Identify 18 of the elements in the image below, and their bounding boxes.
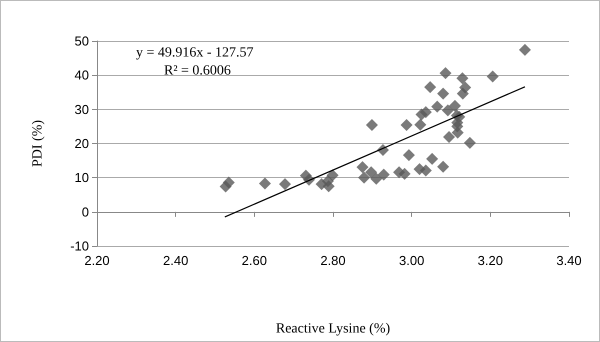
x-tick-label: 3.00 (399, 253, 424, 268)
y-tick-label: 0 (82, 204, 89, 220)
x-axis-title: Reactive Lysine (%) (276, 322, 390, 336)
annotation: R² = 0.6006 (164, 64, 231, 78)
x-tick-label: 3.40 (556, 253, 582, 268)
x-tick-label: 2.40 (163, 253, 188, 268)
y-tick-label: 50 (74, 34, 89, 48)
y-tick-label: -10 (70, 238, 89, 254)
y-tick-label: 30 (74, 102, 89, 117)
annotation: y = 49.916x - 127.57 (136, 46, 254, 60)
y-tick-label: 20 (74, 136, 89, 151)
x-tick-label: 2.80 (320, 253, 346, 268)
x-tick-label: 2.20 (84, 253, 110, 268)
y-tick-label: 40 (74, 68, 89, 83)
x-tick-label: 2.60 (242, 253, 267, 268)
x-tick-label: 3.20 (478, 253, 503, 268)
y-axis-title: PDI (%) (30, 120, 46, 168)
y-tick-label: 10 (74, 170, 89, 186)
